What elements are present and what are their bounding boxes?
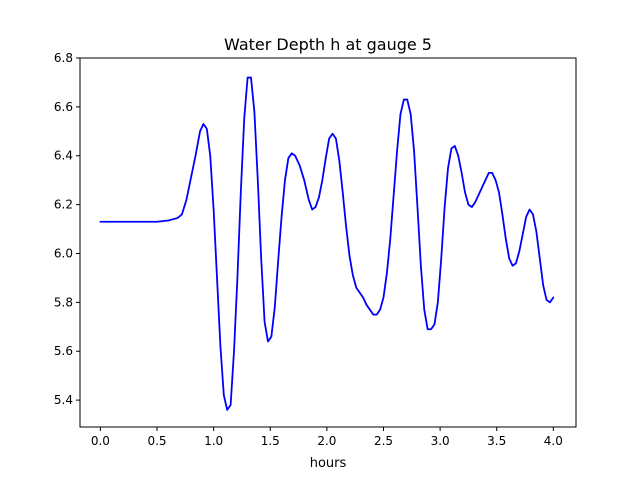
y-tick-label: 6.6 bbox=[54, 100, 73, 114]
x-tick-label: 1.5 bbox=[261, 434, 280, 448]
y-tick-label: 6.4 bbox=[54, 149, 73, 163]
x-axis: 0.0 0.5 1.0 1.5 2.0 2.5 3.0 3.5 4.0 bbox=[91, 427, 563, 448]
y-tick-label: 5.8 bbox=[54, 295, 73, 309]
series-layer bbox=[99, 76, 555, 411]
y-tick-label: 5.4 bbox=[54, 393, 73, 407]
chart-title: Water Depth h at gauge 5 bbox=[224, 35, 432, 54]
x-tick-label: 0.0 bbox=[91, 434, 110, 448]
y-tick-label: 5.6 bbox=[54, 344, 73, 358]
x-tick-label: 3.5 bbox=[487, 434, 506, 448]
x-axis-label: hours bbox=[310, 456, 347, 471]
y-axis: 5.4 5.6 5.8 6.0 6.2 6.4 6.6 6.8 bbox=[54, 51, 80, 407]
x-tick-label: 4.0 bbox=[544, 434, 563, 448]
x-tick-label: 3.0 bbox=[431, 434, 450, 448]
y-tick-label: 6.0 bbox=[54, 246, 73, 260]
y-tick-label: 6.2 bbox=[54, 198, 73, 212]
y-tick-label: 6.8 bbox=[54, 51, 73, 65]
x-tick-label: 2.5 bbox=[374, 434, 393, 448]
plot-frame bbox=[79, 57, 577, 428]
x-tick-label: 1.0 bbox=[204, 434, 223, 448]
series-line-0 bbox=[99, 76, 555, 411]
x-tick-label: 0.5 bbox=[147, 434, 166, 448]
x-tick-label: 2.0 bbox=[317, 434, 336, 448]
